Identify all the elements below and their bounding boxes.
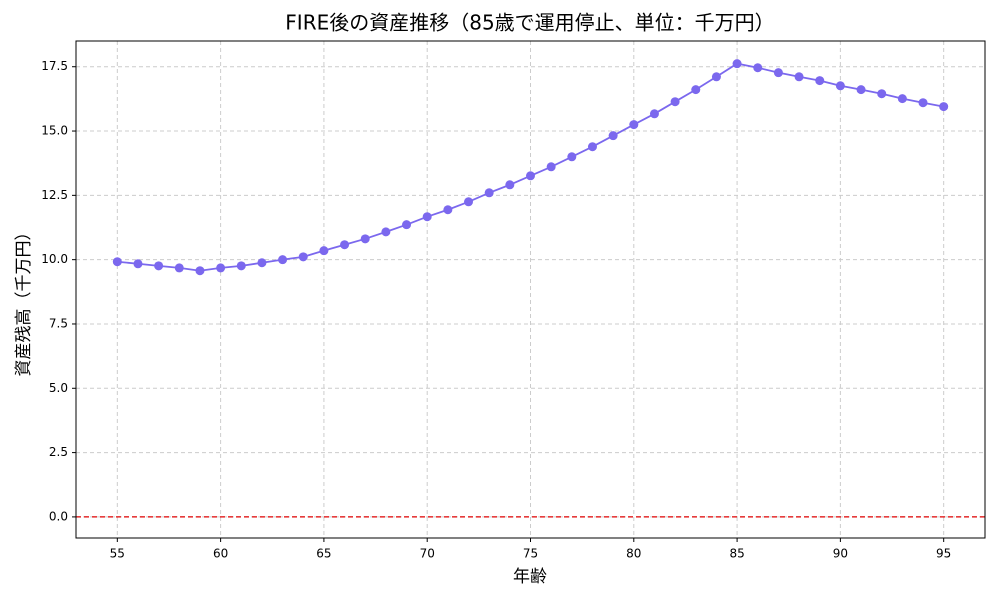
x-tick-label: 55 xyxy=(110,547,125,561)
point xyxy=(216,263,226,273)
x-axis-label: 年齢 xyxy=(513,567,547,587)
point xyxy=(773,68,783,78)
point xyxy=(649,109,659,119)
point xyxy=(402,220,412,230)
y-tick-label: 0.0 xyxy=(49,509,68,523)
point xyxy=(319,246,329,256)
point xyxy=(815,76,825,86)
point xyxy=(340,240,350,250)
point xyxy=(691,85,701,95)
point xyxy=(484,188,494,198)
point xyxy=(526,171,535,181)
point xyxy=(732,59,742,69)
y-tick-label: 15.0 xyxy=(41,124,68,138)
y-tick-label: 5.0 xyxy=(49,381,68,395)
point xyxy=(195,266,205,276)
y-tick-label: 7.5 xyxy=(49,316,68,330)
x-tick-label: 60 xyxy=(213,547,228,561)
x-tick-label: 70 xyxy=(420,547,435,561)
point xyxy=(174,263,184,273)
point xyxy=(154,261,164,271)
x-tick-label: 85 xyxy=(729,547,744,561)
point xyxy=(587,142,597,152)
x-tick-label: 90 xyxy=(833,547,848,561)
point xyxy=(236,261,246,271)
point xyxy=(897,94,907,104)
y-tick-label: 17.5 xyxy=(41,59,68,73)
chart-title: FIRE後の資産推移（85歳で運用停止、単位：千万円） xyxy=(285,11,774,35)
point xyxy=(794,72,804,82)
point xyxy=(112,257,122,267)
point xyxy=(360,234,370,244)
point xyxy=(464,197,474,207)
x-tick-label: 65 xyxy=(316,547,331,561)
x-tick-label: 80 xyxy=(626,547,641,561)
y-tick-label: 10.0 xyxy=(41,252,68,266)
point xyxy=(278,255,288,265)
x-tick-label: 95 xyxy=(936,547,951,561)
point xyxy=(918,98,928,108)
x-tick-label: 75 xyxy=(523,547,538,561)
point xyxy=(567,152,577,162)
point xyxy=(381,227,391,237)
point xyxy=(670,97,680,107)
point xyxy=(877,89,887,99)
point xyxy=(443,205,453,215)
plot-frame xyxy=(75,40,986,539)
point xyxy=(711,72,721,82)
point xyxy=(629,120,639,130)
point xyxy=(133,259,143,269)
point xyxy=(298,252,308,262)
point xyxy=(505,180,515,190)
point xyxy=(608,131,618,141)
point xyxy=(753,63,763,73)
point xyxy=(856,85,866,95)
point xyxy=(939,102,949,112)
point xyxy=(835,81,845,91)
point xyxy=(257,258,267,268)
y-axis-label: 資産残高（千万円） xyxy=(14,224,34,377)
point xyxy=(422,212,432,222)
y-tick-label: 12.5 xyxy=(41,188,68,202)
y-tick-label: 2.5 xyxy=(49,445,68,459)
point xyxy=(546,162,556,172)
